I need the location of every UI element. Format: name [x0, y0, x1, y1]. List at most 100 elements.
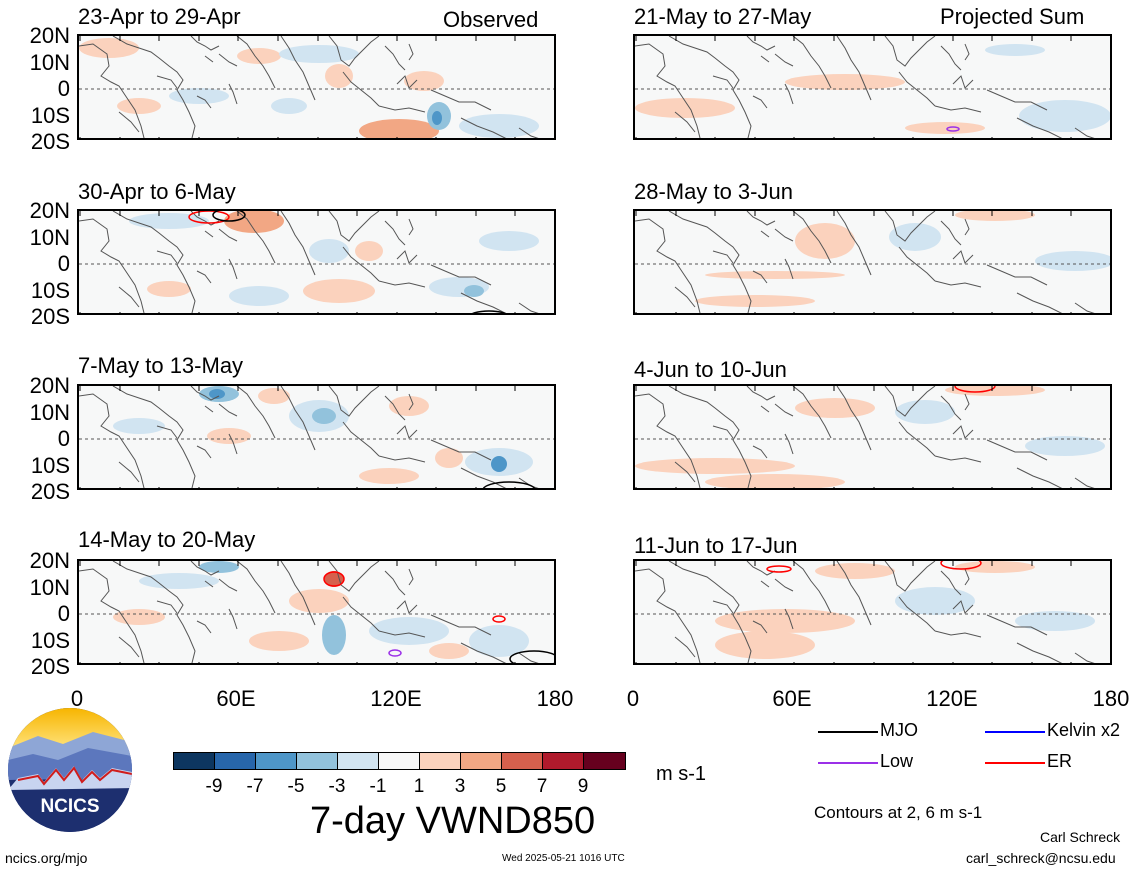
anomaly-shading	[209, 389, 225, 399]
colorbar-swatch	[501, 752, 543, 770]
coastline	[396, 250, 418, 264]
colorbar-swatch	[542, 752, 584, 770]
coastline	[674, 111, 696, 133]
coastline	[760, 580, 770, 588]
coastline	[964, 568, 970, 586]
coastline	[396, 75, 418, 89]
coastline	[280, 36, 316, 101]
coastline	[836, 386, 872, 451]
y-tick-label: 20S	[30, 479, 70, 504]
anomaly-shading	[359, 468, 419, 484]
coastline	[952, 425, 974, 439]
coastline	[518, 652, 539, 663]
coastline	[430, 614, 492, 636]
coastline	[964, 218, 970, 236]
website-link[interactable]: ncics.org/mjo	[5, 850, 88, 866]
coastline	[156, 250, 178, 264]
coastline	[712, 75, 734, 89]
coastline	[934, 455, 982, 463]
coastline	[196, 620, 212, 634]
coastline	[342, 246, 380, 282]
coastline	[156, 425, 178, 439]
anomaly-shading	[389, 396, 429, 416]
anomaly-shading	[359, 119, 439, 138]
map-graphic	[635, 36, 1110, 138]
coastline	[1016, 467, 1063, 488]
panel-title-5: 21-May to 27-May	[634, 4, 812, 29]
anomaly-shading	[237, 48, 281, 64]
coastline	[396, 425, 418, 439]
coastline	[460, 292, 507, 313]
wave-contour	[482, 481, 536, 488]
y-tick-label: 20N	[29, 548, 70, 573]
coastline	[378, 105, 426, 113]
coastline	[898, 596, 936, 632]
coastline	[408, 43, 414, 61]
wave-contour	[323, 571, 345, 587]
coastline	[746, 386, 776, 401]
coastline	[986, 89, 1048, 111]
anomaly-shading	[113, 418, 165, 434]
anomaly-shading	[785, 74, 905, 90]
map-graphic	[79, 386, 554, 488]
wave-contour	[509, 650, 554, 663]
coastline	[792, 386, 832, 439]
email-link[interactable]: carl_schreck@ncsu.edu	[966, 850, 1116, 866]
y-tick-label: 20N	[29, 373, 70, 398]
coastline	[940, 395, 962, 421]
coastline	[460, 117, 507, 138]
coastline	[190, 211, 220, 226]
coastline	[635, 43, 701, 138]
logo-text: NCICS	[40, 796, 99, 817]
panel-title-1: 23-Apr to 29-Apr	[78, 4, 241, 29]
anomaly-shading	[715, 631, 815, 659]
coastline	[712, 600, 734, 614]
anomaly-shading	[491, 456, 507, 472]
coastline	[196, 445, 212, 459]
coastline	[792, 561, 832, 614]
panel-title-4: 14-May to 20-May	[78, 527, 256, 552]
anomaly-shading	[249, 631, 309, 651]
colorbar-tick: -3	[328, 776, 346, 797]
anomaly-shading	[199, 561, 239, 573]
coastline	[898, 421, 936, 457]
map-panel-4	[77, 559, 556, 665]
y-tick-label: 10N	[29, 400, 70, 425]
coastline	[204, 55, 214, 63]
coastline	[884, 211, 936, 242]
coastline	[460, 467, 507, 488]
coastline	[378, 280, 426, 288]
map-graphic	[635, 561, 1110, 663]
anomaly-shading	[1025, 436, 1105, 456]
anomaly-shading	[429, 643, 469, 659]
coastline	[752, 620, 768, 634]
colorbar-swatch	[173, 752, 215, 770]
figure-title: 7-day VWND850	[310, 800, 596, 842]
legend-label-mjo: MJO	[880, 720, 918, 740]
coastline	[986, 264, 1048, 286]
anomaly-shading	[895, 400, 955, 424]
colorbar-tick: -1	[369, 776, 387, 797]
coastline	[218, 53, 238, 67]
colorbar-tick: -7	[246, 776, 264, 797]
coastline	[328, 561, 380, 592]
map-panel-2	[77, 209, 556, 315]
legend-label-er: ER	[1047, 751, 1073, 771]
colorbar-swatch	[419, 752, 461, 770]
anomaly-shading	[169, 88, 229, 104]
y-tick-label: 10S	[30, 103, 70, 128]
coastline	[836, 561, 872, 626]
anomaly-shading	[955, 211, 1035, 221]
anomaly-shading	[435, 448, 463, 468]
coastline	[156, 75, 178, 89]
coastline	[204, 230, 214, 238]
colorbar-swatch	[296, 752, 338, 770]
anomaly-shading	[1035, 251, 1110, 271]
coastline	[384, 395, 406, 421]
coastline	[196, 270, 212, 284]
coastline	[952, 600, 974, 614]
anomaly-shading	[129, 213, 209, 229]
colorbar-tick: -9	[205, 776, 223, 797]
coastline	[190, 386, 220, 401]
coastline	[378, 630, 426, 638]
